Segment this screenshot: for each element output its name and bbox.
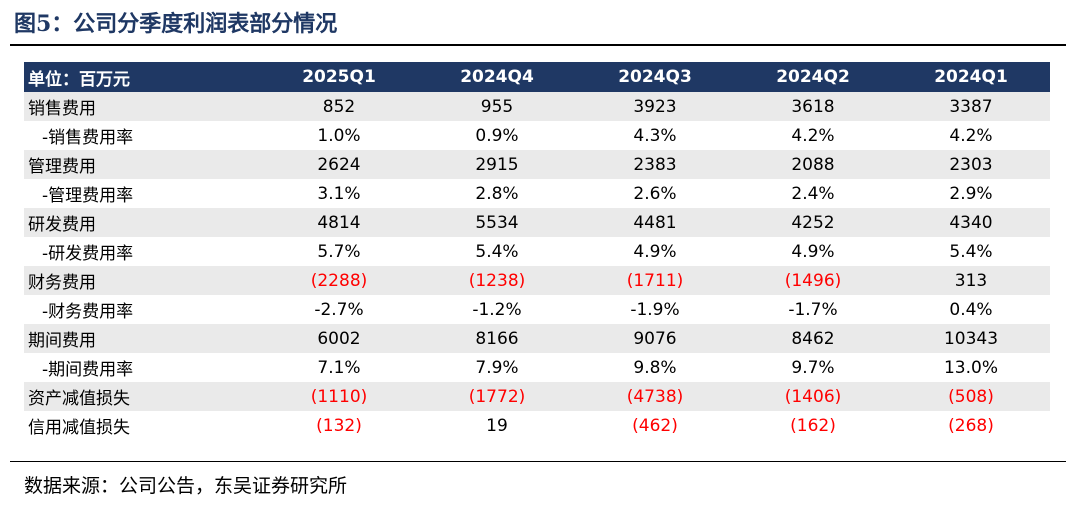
table-cell: 0.4% bbox=[949, 299, 993, 320]
table-cell: (1110) bbox=[310, 386, 368, 407]
table-row: 财务费用 (2288) (1238) (1711) (1496) 313 bbox=[24, 266, 1050, 295]
row-label: 研发费用 bbox=[28, 215, 96, 235]
table-cell: 9076 bbox=[633, 328, 677, 349]
table-cell: 2624 bbox=[317, 154, 361, 175]
table-row: 管理费用 2624 2915 2383 2088 2303 bbox=[24, 150, 1050, 179]
row-label: 信用减值损失 bbox=[28, 418, 130, 438]
table-cell: 852 bbox=[322, 96, 356, 117]
table-cell: 9.7% bbox=[791, 357, 835, 378]
table-cell: 2.9% bbox=[949, 183, 993, 204]
table-cell: 7.9% bbox=[475, 357, 519, 378]
table-container: 单位：百万元 2025Q1 2024Q4 2024Q3 2024Q2 2024Q… bbox=[24, 62, 1050, 440]
table-cell: 4340 bbox=[949, 212, 993, 233]
row-label: 资产减值损失 bbox=[28, 389, 130, 409]
table-cell: (162) bbox=[790, 415, 836, 436]
table-cell: 7.1% bbox=[317, 357, 361, 378]
figure-title: 图5：公司分季度利润表部分情况 bbox=[14, 11, 338, 37]
table-cell: 5.4% bbox=[475, 241, 519, 262]
table-cell: (268) bbox=[948, 415, 994, 436]
table-row: 研发费用 4814 5534 4481 4252 4340 bbox=[24, 208, 1050, 237]
table-row: -期间费用率 7.1% 7.9% 9.8% 9.7% 13.0% bbox=[24, 353, 1050, 382]
table-cell: -1.2% bbox=[472, 299, 522, 320]
table-cell: 10343 bbox=[943, 328, 999, 349]
table-cell: 955 bbox=[480, 96, 514, 117]
table-cell: 5534 bbox=[475, 212, 519, 233]
table-cell: 5.7% bbox=[317, 241, 361, 262]
table-row: 销售费用 852 955 3923 3618 3387 bbox=[24, 92, 1050, 121]
row-label: -期间费用率 bbox=[42, 360, 134, 380]
header-period: 2024Q4 bbox=[460, 67, 534, 87]
header-period: 2024Q3 bbox=[618, 67, 692, 87]
table-cell: 13.0% bbox=[943, 357, 998, 378]
table-cell: 2088 bbox=[791, 154, 835, 175]
table-cell: 4.2% bbox=[949, 125, 993, 146]
row-label: 期间费用 bbox=[28, 331, 96, 351]
table-cell: 19 bbox=[486, 415, 508, 436]
table-cell: (1772) bbox=[468, 386, 526, 407]
table-cell: 0.9% bbox=[475, 125, 519, 146]
row-label: -研发费用率 bbox=[42, 244, 134, 264]
table-cell: 3923 bbox=[633, 96, 677, 117]
table-row: 资产减值损失 (1110) (1772) (4738) (1406) (508) bbox=[24, 382, 1050, 411]
row-label: 销售费用 bbox=[28, 99, 96, 119]
table-cell: 1.0% bbox=[317, 125, 361, 146]
table-cell: 8166 bbox=[475, 328, 519, 349]
table-cell: 3387 bbox=[949, 96, 993, 117]
table-cell: 4.9% bbox=[633, 241, 677, 262]
row-label: 管理费用 bbox=[28, 157, 96, 177]
header-period: 2024Q1 bbox=[934, 67, 1008, 87]
table-row: -财务费用率 -2.7% -1.2% -1.9% -1.7% 0.4% bbox=[24, 295, 1050, 324]
row-label: -销售费用率 bbox=[42, 128, 134, 148]
table-cell: -1.9% bbox=[630, 299, 680, 320]
row-label: -管理费用率 bbox=[42, 186, 134, 206]
header-period: 2025Q1 bbox=[302, 67, 376, 87]
table-cell: 4.3% bbox=[633, 125, 677, 146]
table-cell: 2383 bbox=[633, 154, 677, 175]
table-cell: 313 bbox=[954, 270, 988, 291]
table-cell: 8462 bbox=[791, 328, 835, 349]
table-cell: -2.7% bbox=[314, 299, 364, 320]
table-cell: (2288) bbox=[310, 270, 368, 291]
table-body: 销售费用 852 955 3923 3618 3387 -销售费用率 1.0% 0.9% 4.3%… bbox=[24, 92, 1050, 440]
table-cell: (4738) bbox=[626, 386, 684, 407]
table-cell: 2.4% bbox=[791, 183, 835, 204]
table-cell: 2915 bbox=[475, 154, 519, 175]
header-row: 单位：百万元 2025Q1 2024Q4 2024Q3 2024Q2 2024Q… bbox=[24, 62, 1050, 92]
table-cell: (508) bbox=[948, 386, 994, 407]
row-label: -财务费用率 bbox=[42, 302, 134, 322]
header-unit-label: 单位：百万元 bbox=[28, 69, 130, 90]
table-cell: 6002 bbox=[317, 328, 361, 349]
table-cell: 4481 bbox=[633, 212, 677, 233]
source-divider bbox=[10, 461, 1066, 462]
table-row: 期间费用 6002 8166 9076 8462 10343 bbox=[24, 324, 1050, 353]
table-cell: 3.1% bbox=[317, 183, 361, 204]
table-cell: 2.8% bbox=[475, 183, 519, 204]
table-cell: 4252 bbox=[791, 212, 835, 233]
table-row: -管理费用率 3.1% 2.8% 2.6% 2.4% 2.9% bbox=[24, 179, 1050, 208]
title-divider bbox=[10, 44, 1066, 46]
table-cell: (1496) bbox=[784, 270, 842, 291]
table-cell: 2.6% bbox=[633, 183, 677, 204]
table-cell: 9.8% bbox=[633, 357, 677, 378]
table-cell: (1238) bbox=[468, 270, 526, 291]
header-period: 2024Q2 bbox=[776, 67, 850, 87]
table-cell: (462) bbox=[632, 415, 678, 436]
table-cell: 3618 bbox=[791, 96, 835, 117]
row-label: 财务费用 bbox=[28, 273, 96, 293]
table-cell: (1711) bbox=[626, 270, 684, 291]
table-row: 信用减值损失 (132) 19 (462) (162) (268) bbox=[24, 411, 1050, 440]
income-statement-table: 单位：百万元 2025Q1 2024Q4 2024Q3 2024Q2 2024Q… bbox=[24, 62, 1050, 440]
source-note: 数据来源：公司公告，东吴证券研究所 bbox=[24, 475, 348, 497]
table-cell: 2303 bbox=[949, 154, 993, 175]
table-row: -研发费用率 5.7% 5.4% 4.9% 4.9% 5.4% bbox=[24, 237, 1050, 266]
table-row: -销售费用率 1.0% 0.9% 4.3% 4.2% 4.2% bbox=[24, 121, 1050, 150]
table-cell: (1406) bbox=[784, 386, 842, 407]
table-cell: 4.9% bbox=[791, 241, 835, 262]
table-cell: 4.2% bbox=[791, 125, 835, 146]
table-header: 单位：百万元 2025Q1 2024Q4 2024Q3 2024Q2 2024Q… bbox=[24, 62, 1050, 92]
table-cell: 5.4% bbox=[949, 241, 993, 262]
table-cell: 4814 bbox=[317, 212, 361, 233]
table-cell: (132) bbox=[316, 415, 362, 436]
table-cell: -1.7% bbox=[788, 299, 838, 320]
